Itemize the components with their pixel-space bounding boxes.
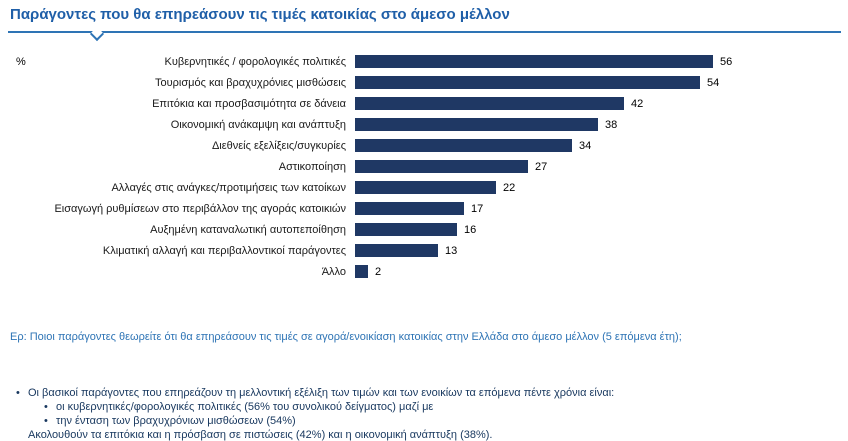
value-label: 17 [471,202,484,215]
page-title: Παράγοντες που θα επηρεάσουν τις τιμές κ… [10,6,510,23]
bar [355,160,528,173]
chart-row: Κυβερνητικές / φορολογικές πολιτικές 56 [10,51,732,72]
chart-row: Κλιματική αλλαγή και περιβαλλοντικοί παρ… [10,240,732,261]
bar-chart: Κυβερνητικές / φορολογικές πολιτικές 56 Το… [10,51,732,282]
bar [355,97,624,110]
note-text: οι κυβερνητικές/φορολογικές πολιτικές (5… [56,401,434,413]
value-label: 42 [631,97,644,110]
bar [355,76,700,89]
chart-row: Διεθνείς εξελίξεις/συγκυρίες 34 [10,135,732,156]
value-label: 2 [375,265,382,278]
note-line: • Οι βασικοί παράγοντες που επηρεάζουν τη… [16,386,614,400]
title-divider [8,31,841,33]
bar [355,181,496,194]
value-label: 34 [579,139,592,152]
note-text: την ένταση των βραχυχρόνιων μισθώσεων (5… [56,415,296,427]
bar [355,139,572,152]
category-label: Εισαγωγή ρυθμίσεων στο περιβάλλον της αγ… [54,202,346,215]
note-line: • οι κυβερνητικές/φορολογικές πολιτικές (… [44,400,614,414]
chart-row: Άλλο 2 [10,261,732,282]
divider-notch-icon [89,26,105,42]
value-label: 13 [445,244,458,257]
chart-row: Αλλαγές στις ανάγκες/προτιμήσεις των κατ… [10,177,732,198]
bar [355,244,438,257]
category-label: Αυξημένη καταναλωτική αυτοπεποίθηση [150,223,346,236]
category-label: Άλλο [321,265,346,278]
category-label: Αλλαγές στις ανάγκες/προτιμήσεις των κατ… [111,181,346,194]
category-label: Επιτόκια και προσβασιμότητα σε δάνεια [152,97,346,110]
value-label: 38 [605,118,618,131]
value-label: 27 [535,160,548,173]
bullet-icon: • [44,415,48,427]
category-label: Κυβερνητικές / φορολογικές πολιτικές [164,55,346,68]
bar [355,265,368,278]
survey-question: Ερ: Ποιοι παράγοντες θεωρείτε ότι θα επη… [10,331,682,343]
category-label: Κλιματική αλλαγή και περιβαλλοντικοί παρ… [102,244,346,257]
note-line: • την ένταση των βραχυχρόνιων μισθώσεων (… [44,414,614,428]
chart-row: Οικονομική ανάκαμψη και ανάπτυξη 38 [10,114,732,135]
percent-axis-label: % [16,56,26,68]
bar [355,202,464,215]
chart-row: Εισαγωγή ρυθμίσεων στο περιβάλλον της αγ… [10,198,732,219]
value-label: 54 [707,76,720,89]
category-label: Αστικοποίηση [278,160,346,173]
category-label: Διεθνείς εξελίξεις/συγκυρίες [211,139,346,152]
bar [355,223,457,236]
category-label: Οικονομική ανάκαμψη και ανάπτυξη [170,118,346,131]
value-label: 22 [503,181,516,194]
value-label: 56 [720,55,733,68]
bar [355,118,598,131]
category-label: Τουρισμός και βραχυχρόνιες μισθώσεις [155,76,346,89]
note-text: Ακολουθούν τα επιτόκια και η πρόσβαση σε… [28,429,493,441]
bar [355,55,713,68]
chart-row: Αστικοποίηση 27 [10,156,732,177]
chart-row: Επιτόκια και προσβασιμότητα σε δάνεια 42 [10,93,732,114]
chart-row: Αυξημένη καταναλωτική αυτοπεποίθηση 16 [10,219,732,240]
bullet-icon: • [16,387,20,399]
bullet-spacer [16,428,28,441]
note-text: Οι βασικοί παράγοντες που επηρεάζουν τη … [28,387,615,399]
bullet-icon: • [44,401,48,413]
note-line: Ακολουθούν τα επιτόκια και η πρόσβαση σε… [16,428,614,441]
notes-block: • Οι βασικοί παράγοντες που επηρεάζουν τη… [10,386,614,441]
value-label: 16 [464,223,477,236]
chart-row: Τουρισμός και βραχυχρόνιες μισθώσεις 54 [10,72,732,93]
